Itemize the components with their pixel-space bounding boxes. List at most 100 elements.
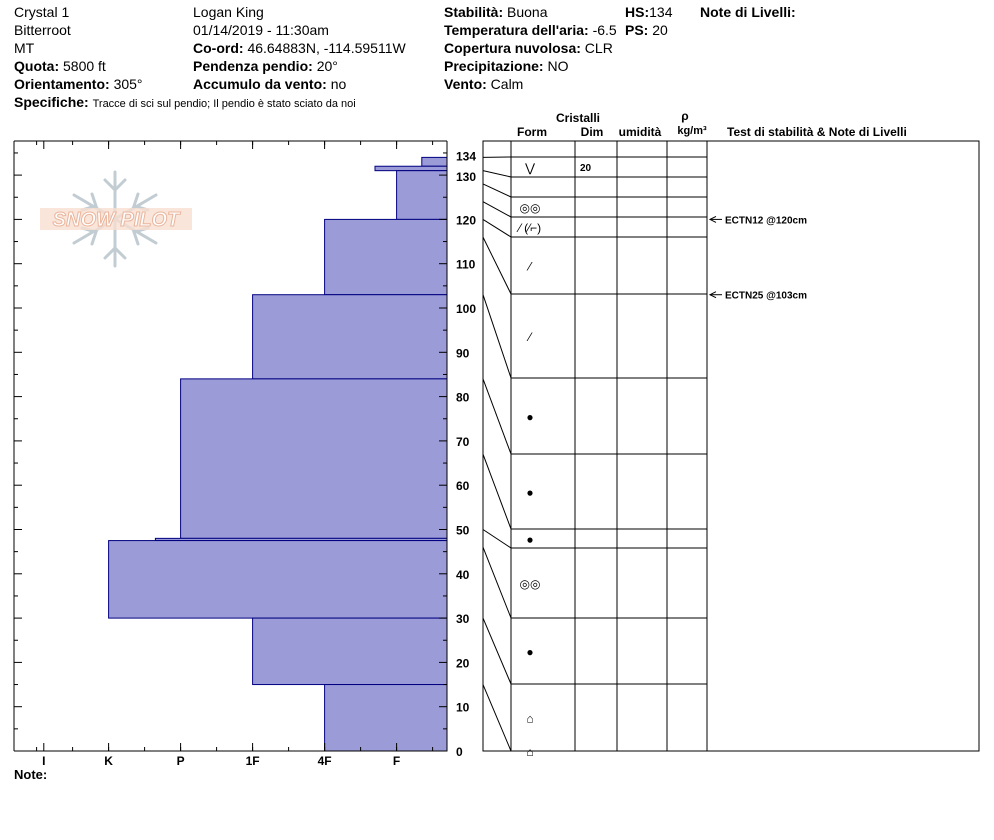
grain-table: ⋁ 20 ◎◎ ⁄ (⁄⌐) ⁄ ⁄ ● ● ● ◎◎ ● ⌂ ⌂ [482, 140, 980, 759]
grain-form-symbol: ⁄ [526, 260, 533, 274]
depth-label: 10 [456, 701, 470, 715]
depth-label: 134 [456, 149, 476, 163]
depth-label: 130 [456, 170, 476, 184]
hardness-tick-label: K [104, 754, 113, 768]
stability-row: Stabilità: Buona [444, 4, 548, 20]
observation-datetime: 01/14/2019 - 11:30am [193, 22, 329, 38]
grain-form-symbol: ● [526, 410, 533, 424]
grain-form-symbol: ⌂ [526, 745, 533, 759]
hardness-layer-2 [396, 170, 448, 220]
density-unit-header: kg/m³ [677, 125, 707, 137]
grain-form-symbol: ● [526, 533, 533, 547]
slope-value: 20° [316, 58, 338, 74]
hardness-plot-frame: I K P 1F 4F F [13, 140, 448, 768]
hs-value: 134 [649, 4, 673, 20]
air-temp-row: Temperatura dell'aria: -6.5 [444, 22, 617, 38]
precip-value: NO [547, 58, 569, 74]
depth-connector [482, 547, 512, 619]
snowpilot-logo: SNOW PILOT [40, 170, 192, 268]
grain-form-symbol: ⋁ [524, 161, 535, 175]
size-header: Dim [581, 125, 604, 139]
ps-value: 20 [652, 22, 668, 38]
wind-row: Vento: Calm [444, 76, 524, 92]
elevation-row: Quota: 5800 ft [14, 58, 106, 74]
header-col-3: Stabilità: Buona Temperatura dell'aria: … [444, 3, 617, 93]
hardness-tick-label: F [393, 754, 400, 768]
hardness-profile [108, 156, 448, 752]
grain-form-symbol: ● [526, 486, 533, 500]
header-col-2: Logan King 01/14/2019 - 11:30am Co-ord: … [193, 3, 406, 93]
notes-label: Note: [14, 767, 47, 782]
depth-label: 0 [456, 745, 463, 759]
hardness-layer-9 [324, 684, 448, 752]
depth-label: 90 [456, 346, 470, 360]
depth-label: 80 [456, 391, 470, 405]
slope-row: Pendenza pendio: 20° [193, 58, 338, 74]
elevation-value: 5800 ft [63, 58, 106, 74]
form-header: Form [517, 125, 547, 139]
grain-form-symbol: ⁄ [526, 330, 533, 344]
layer-notes-heading: Note di Livelli: [700, 4, 796, 20]
logo-text: SNOW PILOT [53, 209, 181, 231]
wind-value: Calm [490, 76, 524, 92]
specifics-value: Tracce di sci sul pendio; Il pendio è st… [92, 98, 356, 110]
hardness-layer-4 [252, 294, 448, 380]
test-arrow-head [708, 215, 717, 223]
wind-loading-value: no [330, 76, 347, 92]
depth-label: 60 [456, 479, 470, 493]
depth-connector [482, 684, 512, 752]
grain-form-symbol: ◎◎ [520, 577, 541, 591]
depth-connector [482, 236, 512, 295]
depth-connector [482, 218, 512, 238]
sky-value: CLR [584, 40, 613, 56]
depth-connector [482, 294, 512, 379]
depth-label: 50 [456, 524, 470, 538]
depth-label: 30 [456, 612, 470, 626]
crystals-header: Cristalli [556, 111, 600, 125]
stability-test-label: ECTN12 @120cm [725, 215, 807, 226]
depth-connector [482, 454, 512, 530]
observer-name: Logan King [193, 4, 264, 20]
moisture-header: umidità [619, 125, 662, 139]
depth-label: 40 [456, 568, 470, 582]
range-name: Bitterroot [14, 22, 71, 38]
sky-row: Copertura nuvolosa: CLR [444, 40, 613, 56]
precip-row: Precipitazione: NO [444, 58, 569, 74]
location-name: Crystal 1 [14, 4, 70, 20]
hardness-layer-7 [108, 540, 448, 619]
hardness-tick-label: 4F [318, 754, 332, 768]
aspect-value: 305° [113, 76, 143, 92]
depth-label: 110 [456, 258, 476, 272]
stability-value: Buona [507, 4, 548, 20]
coord-row: Co-ord: 46.64883N, -114.59511W [193, 40, 406, 56]
test-arrow-head [708, 291, 717, 299]
specifics-row: Specifiche: Tracce di sci sul pendio; Il… [14, 94, 356, 110]
depth-label: 70 [456, 435, 470, 449]
depth-connector [482, 617, 512, 685]
hardness-layer-3 [324, 218, 448, 296]
grain-form-symbol: ⁄ (⁄⌐) [516, 221, 541, 235]
rho-header: ρ [681, 109, 688, 123]
ps-row: PS: 20 [625, 21, 668, 39]
depth-label: 20 [456, 656, 470, 670]
depth-connector [482, 378, 512, 455]
grain-form-symbol: ⌂ [526, 712, 533, 726]
depth-connector [482, 183, 512, 198]
hardness-tick-label: I [42, 754, 45, 768]
logo-banner [40, 208, 192, 230]
aspect-row: Orientamento: 305° [14, 76, 143, 92]
hardness-tick-label: P [177, 754, 185, 768]
grain-table-frame [482, 140, 980, 752]
air-temp-value: -6.5 [592, 22, 617, 38]
depth-connector [482, 170, 512, 178]
depth-axis: 0 10 20 30 40 50 60 70 80 90 100 110 120 130 134 [456, 149, 476, 759]
hardness-layer-0 [421, 156, 448, 167]
hs-row: HS:134 [625, 4, 673, 20]
hardness-tick-label: 1F [246, 754, 260, 768]
stability-test-label: ECTN25 @103cm [725, 291, 807, 302]
grain-form-symbol: ● [526, 645, 533, 659]
wind-loading-row: Accumulo da vento: no [193, 76, 347, 92]
header-col-1: Crystal 1 Bitterroot MT Quota: 5800 ft O… [14, 3, 143, 93]
coord-value: 46.64883N, -114.59511W [247, 40, 406, 56]
tests-header: Test di stabilità & Note di Livelli [727, 125, 907, 139]
